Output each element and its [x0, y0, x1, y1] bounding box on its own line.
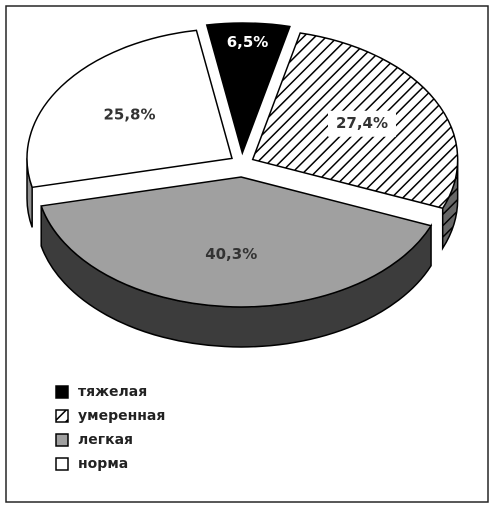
data-label: 6,5%: [227, 33, 269, 51]
data-label: 25,8%: [103, 106, 155, 124]
legend-swatch: [55, 385, 69, 399]
slice: [205, 22, 291, 156]
legend-label: умеренная: [78, 408, 165, 424]
data-label: 40,3%: [205, 245, 257, 263]
legend-label: тяжелая: [78, 384, 147, 400]
legend-swatch: [55, 457, 69, 471]
legend-swatch: [55, 409, 69, 423]
slice: [26, 29, 233, 189]
legend-label: норма: [78, 456, 128, 472]
label-background: [327, 110, 396, 137]
legend-swatch: [55, 433, 69, 447]
slice: [40, 176, 433, 308]
legend-label: легкая: [78, 432, 133, 448]
data-label: 27,4%: [336, 114, 388, 132]
frame: [5, 5, 489, 503]
